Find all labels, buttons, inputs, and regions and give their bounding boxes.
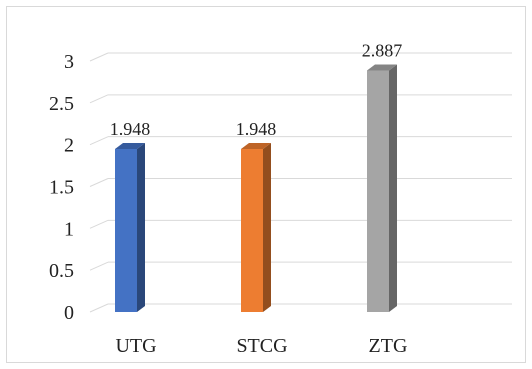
y-tick-label: 3 xyxy=(64,51,74,73)
y-tick-label: 0 xyxy=(64,302,74,324)
bar-top xyxy=(241,143,271,150)
y-tick-label: 2.5 xyxy=(49,93,74,115)
gridline-diagonal xyxy=(89,94,109,104)
gridline-diagonal xyxy=(89,136,109,146)
bar-side xyxy=(389,64,397,312)
gridline-diagonal xyxy=(89,219,109,229)
data-label: 2.887 xyxy=(362,40,403,60)
gridline-diagonal xyxy=(89,303,109,313)
bar-side xyxy=(263,143,271,312)
bar-stcg xyxy=(241,143,271,312)
x-category-label: UTG xyxy=(115,335,156,357)
bar-front xyxy=(115,149,137,312)
gridlines xyxy=(89,52,512,313)
data-label: 1.948 xyxy=(236,119,277,139)
y-tick-label: 1 xyxy=(64,218,74,240)
data-label: 1.948 xyxy=(110,119,151,139)
y-tick-label: 2 xyxy=(64,135,74,157)
bar-utg xyxy=(115,143,145,312)
gridline-diagonal xyxy=(89,261,109,271)
y-tick-label: 0.5 xyxy=(49,260,74,282)
gridline-diagonal xyxy=(89,178,109,187)
bar-top xyxy=(115,143,145,150)
data-labels: 1.948 1.948 2.887 xyxy=(110,40,403,139)
bar-side xyxy=(137,143,145,312)
x-category-label: STCG xyxy=(236,335,287,357)
x-category-label: ZTG xyxy=(369,335,408,357)
bar-front xyxy=(367,70,389,312)
x-axis-categories: UTG STCG ZTG xyxy=(115,335,407,357)
bar-ztg xyxy=(367,64,397,312)
y-axis-ticks: 0 0.5 1 1.5 2 2.5 3 xyxy=(49,51,74,324)
bar-top xyxy=(367,64,397,71)
bars xyxy=(115,64,397,312)
bar-front xyxy=(241,149,263,312)
gridline-diagonal xyxy=(89,52,109,62)
y-tick-label: 1.5 xyxy=(49,177,74,199)
